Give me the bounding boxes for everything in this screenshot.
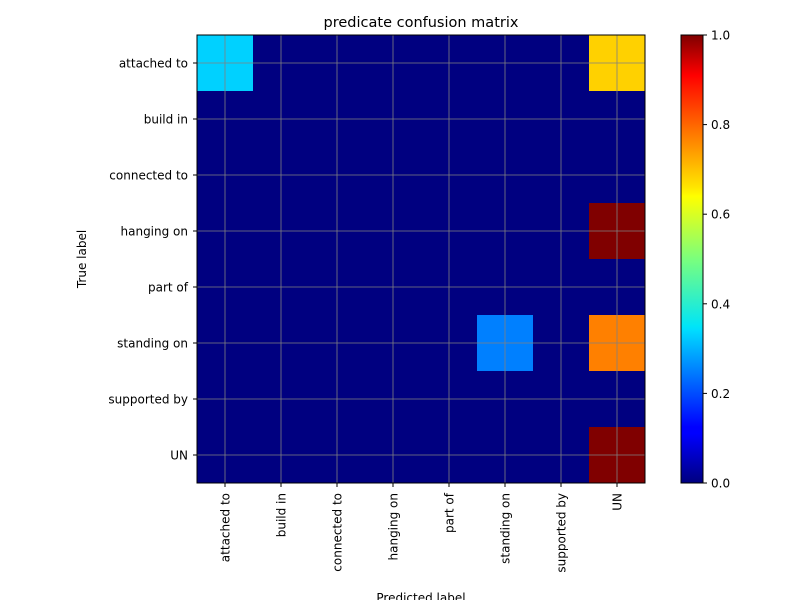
colorbar-tick-label: 0.0	[711, 477, 730, 491]
x-tick-label: attached to	[219, 493, 233, 562]
plot-frame	[196, 34, 646, 484]
y-axis-ticks: attached to build in connected to hanging o…	[108, 57, 197, 463]
y-tick-label: connected to	[109, 169, 188, 183]
y-tick-label: build in	[144, 113, 188, 127]
y-tick-label: supported by	[108, 393, 188, 407]
y-tick-label: hanging on	[121, 225, 189, 239]
x-axis-ticks: attached to build in connected to hanging o…	[219, 483, 625, 573]
x-tick-label: hanging on	[387, 493, 401, 561]
y-tick-label: UN	[170, 449, 188, 463]
x-tick-label: standing on	[499, 493, 513, 564]
grid-lines	[197, 35, 645, 483]
x-tick-label: connected to	[331, 493, 345, 572]
colorbar-tick-label: 0.2	[711, 387, 730, 401]
y-tick-label: part of	[148, 281, 189, 295]
colorbar-gradient	[680, 34, 704, 484]
heatmap-cells	[197, 35, 646, 484]
y-axis-label: True label	[75, 230, 89, 289]
colorbar-tick-label: 0.4	[711, 297, 730, 311]
x-axis-label: Predicted label	[376, 591, 465, 600]
y-tick-label: attached to	[119, 57, 188, 71]
colorbar-tick-label: 1.0	[711, 29, 730, 43]
colorbar: 0.0 0.2 0.4 0.6 0.8 1.0	[680, 29, 730, 491]
x-tick-label: UN	[611, 493, 625, 511]
x-tick-label: supported by	[555, 493, 569, 573]
colorbar-ticks: 0.0 0.2 0.4 0.6 0.8 1.0	[703, 29, 730, 491]
colorbar-tick-label: 0.6	[711, 208, 730, 222]
x-tick-label: part of	[443, 492, 457, 533]
chart-title: predicate confusion matrix	[324, 15, 519, 31]
x-tick-label: build in	[275, 493, 289, 537]
y-tick-label: standing on	[117, 337, 188, 351]
colorbar-tick-label: 0.8	[711, 118, 730, 132]
